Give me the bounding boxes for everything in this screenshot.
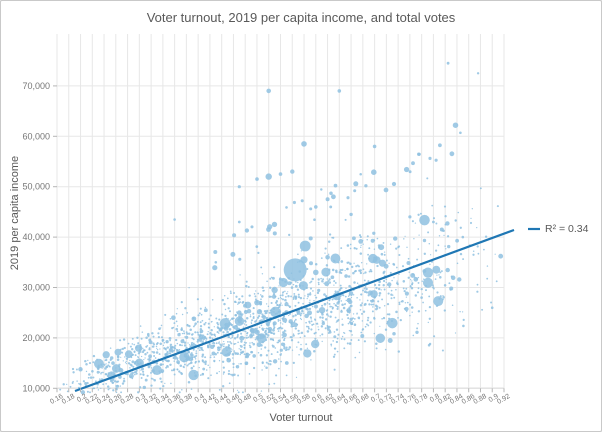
svg-text:0.48: 0.48 [237, 393, 252, 406]
svg-text:R² = 0.34: R² = 0.34 [545, 223, 589, 235]
svg-text:0.92: 0.92 [496, 393, 511, 406]
svg-text:0.28: 0.28 [120, 393, 135, 406]
svg-text:40,000: 40,000 [22, 232, 50, 242]
svg-text:0.38: 0.38 [178, 393, 193, 406]
svg-text:60,000: 60,000 [22, 131, 50, 141]
svg-text:70,000: 70,000 [22, 81, 50, 91]
svg-text:50,000: 50,000 [22, 182, 50, 192]
svg-text:10,000: 10,000 [22, 383, 50, 393]
svg-text:0.58: 0.58 [296, 393, 311, 406]
svg-text:0.68: 0.68 [355, 393, 370, 406]
svg-text:30,000: 30,000 [22, 283, 50, 293]
svg-text:0.18: 0.18 [61, 393, 76, 406]
svg-text:0.78: 0.78 [414, 393, 429, 406]
svg-text:20,000: 20,000 [22, 333, 50, 343]
svg-text:0.88: 0.88 [473, 393, 488, 406]
